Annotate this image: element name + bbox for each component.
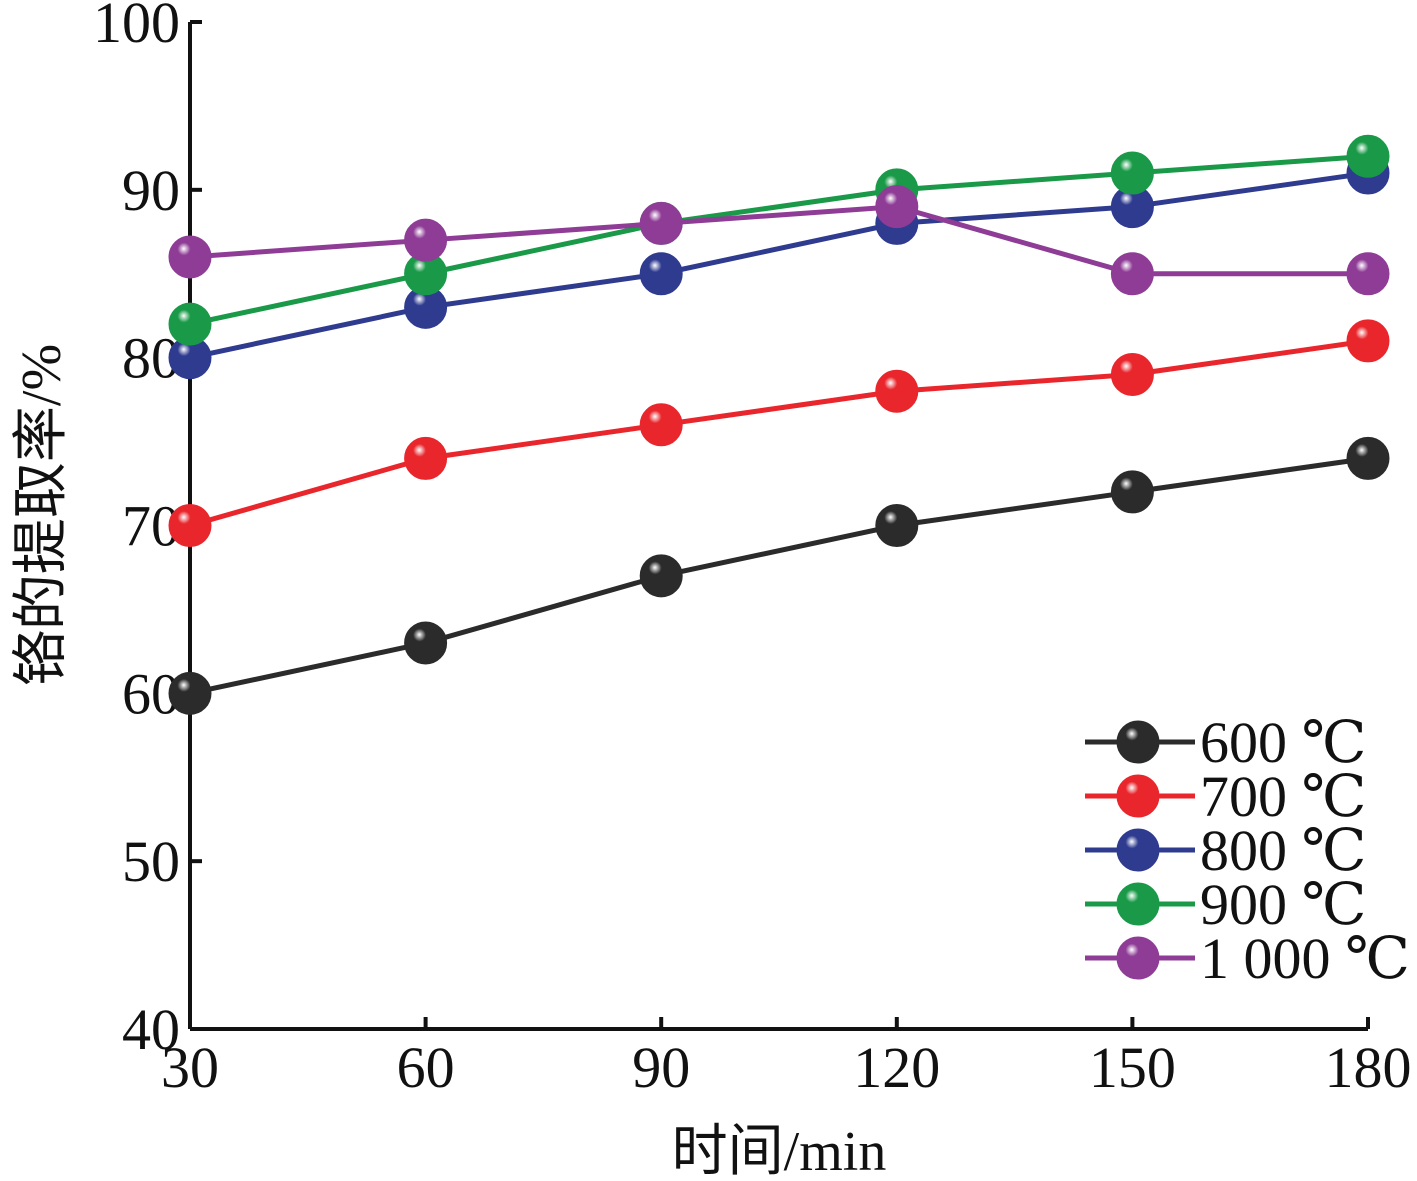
y-axis-title: 铬的提取率/% xyxy=(11,344,73,686)
legend-item: 900 ℃ xyxy=(1085,872,1366,937)
legend-label: 700 ℃ xyxy=(1200,764,1366,829)
series-point xyxy=(404,621,448,665)
series-point xyxy=(639,554,683,598)
series-point xyxy=(639,403,683,447)
series-point xyxy=(1110,151,1154,195)
series-point xyxy=(1346,436,1390,480)
x-tick-label: 60 xyxy=(397,1035,455,1100)
series-point xyxy=(1346,252,1390,296)
y-tick-label: 100 xyxy=(93,0,180,55)
x-tick-label: 150 xyxy=(1089,1035,1176,1100)
x-tick-label: 90 xyxy=(632,1035,690,1100)
x-axis-title: 时间/min xyxy=(672,1121,887,1181)
legend-item: 600 ℃ xyxy=(1085,710,1366,775)
series-group xyxy=(168,134,1390,346)
series-point xyxy=(1110,470,1154,514)
series-point xyxy=(404,436,448,480)
legend-marker xyxy=(1116,774,1160,818)
series-point xyxy=(1110,352,1154,396)
series-point xyxy=(875,369,919,413)
series-point xyxy=(168,504,212,547)
x-tick-label: 30 xyxy=(161,1035,219,1100)
series-layer xyxy=(168,134,1390,715)
axes xyxy=(188,22,1368,1031)
legend-marker xyxy=(1116,936,1160,980)
series-point xyxy=(1110,252,1154,296)
legend-item: 1 000 ℃ xyxy=(1085,926,1410,991)
series-point xyxy=(168,671,212,715)
series-group xyxy=(168,185,1390,296)
x-tick-label: 120 xyxy=(853,1035,940,1100)
legend-item: 700 ℃ xyxy=(1085,764,1366,829)
y-tick-label: 90 xyxy=(122,158,180,223)
legend-label: 800 ℃ xyxy=(1200,818,1366,883)
legend-marker xyxy=(1116,720,1160,764)
legend-item: 800 ℃ xyxy=(1085,818,1366,883)
series-line xyxy=(189,338,1369,528)
legend-label: 900 ℃ xyxy=(1200,872,1366,937)
series-point xyxy=(168,235,212,279)
series-point xyxy=(639,201,683,245)
x-tick-label: 180 xyxy=(1325,1035,1412,1100)
legend-marker xyxy=(1116,828,1160,872)
series-point xyxy=(639,252,683,296)
series-line xyxy=(189,204,1368,277)
series-group xyxy=(168,151,1390,380)
series-point xyxy=(875,504,919,547)
y-tick-label: 50 xyxy=(122,829,180,894)
series-group xyxy=(168,436,1390,715)
x-ticks: 30 60 90 120 150 180 xyxy=(161,1017,1412,1100)
legend-label: 1 000 ℃ xyxy=(1200,926,1410,991)
series-line xyxy=(189,455,1369,696)
series-point xyxy=(404,218,448,262)
series-point xyxy=(875,185,919,229)
series-point xyxy=(168,302,212,346)
series-group xyxy=(168,319,1390,547)
legend-marker xyxy=(1116,882,1160,926)
y-tick-label: 40 xyxy=(122,997,180,1062)
series-point xyxy=(1346,319,1390,363)
series-point xyxy=(1346,134,1390,178)
series-line xyxy=(189,153,1369,327)
legend-label: 600 ℃ xyxy=(1200,710,1366,775)
series-line xyxy=(189,170,1369,361)
